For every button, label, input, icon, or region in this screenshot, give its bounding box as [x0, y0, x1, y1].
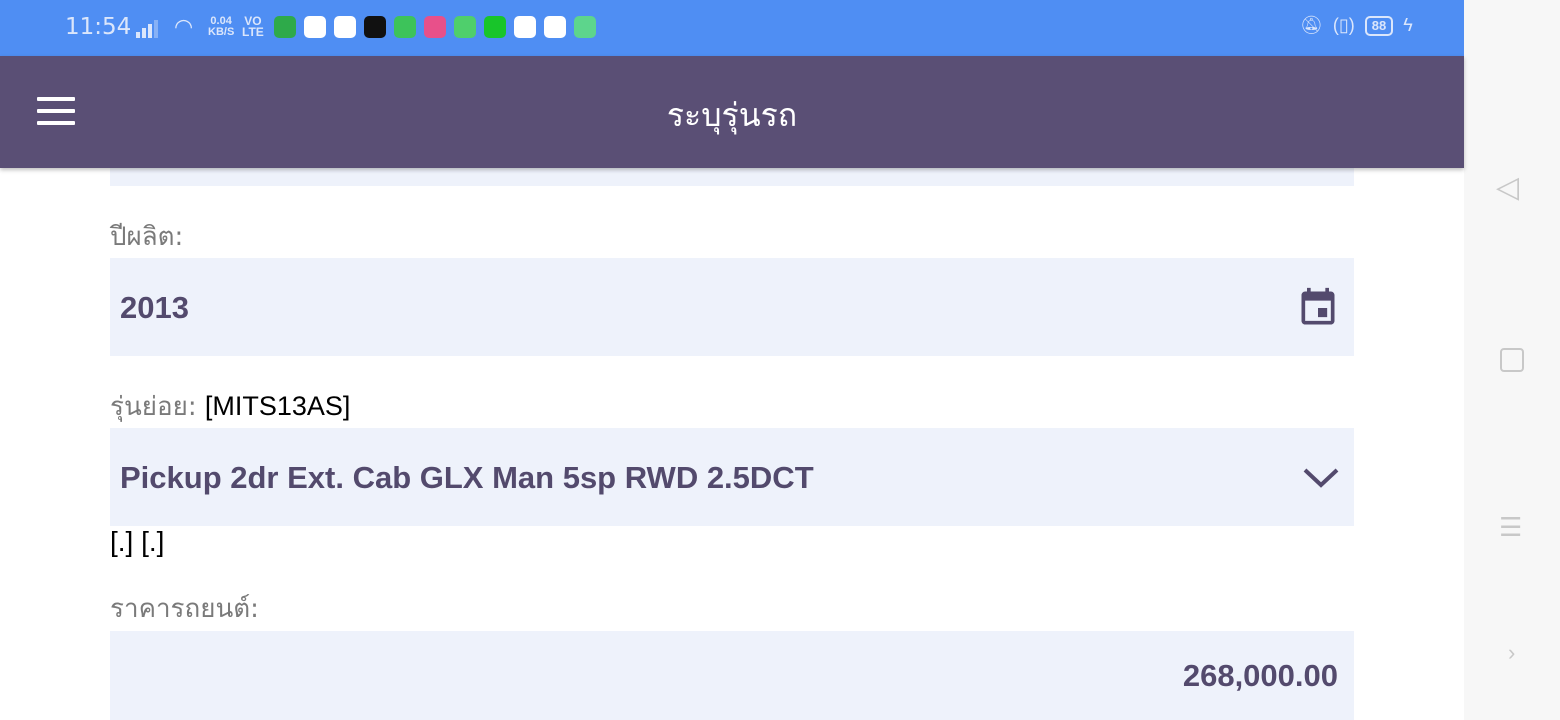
- mute-icon: 🔕︎: [1300, 15, 1323, 35]
- vibrate-icon: (▯): [1332, 15, 1355, 35]
- pink-app-icon: [424, 16, 446, 38]
- app-bar: ระบุรุ่นรถ: [0, 56, 1464, 168]
- volte-indicator: VO LTE: [242, 14, 264, 39]
- signal-icon: [136, 18, 158, 38]
- page-title: ระบุรุ่นรถ: [666, 96, 798, 134]
- battery-icon: 88: [1364, 15, 1394, 36]
- price-value: 268,000.00: [1182, 658, 1338, 693]
- chevron-down-icon[interactable]: [1302, 460, 1340, 494]
- browser-icon: [334, 16, 356, 38]
- wifi-icon: ◠: [174, 14, 194, 39]
- form-content[interactable]: ปีผลิต: 2013 รุ่นย่อย: [MITS13AS] Pickup…: [0, 168, 1464, 720]
- tiktok-icon: [364, 16, 386, 38]
- back-icon[interactable]: ◁: [1496, 171, 1520, 204]
- expand-icon[interactable]: ›: [1508, 640, 1516, 665]
- submodel-value: Pickup 2dr Ext. Cab GLX Man 5sp RWD 2.5D…: [120, 460, 814, 495]
- status-bar: 11:54 ◠ 0.04 KB/S VO LTE 🔕︎ (▯) 88 ϟ: [0, 0, 1464, 56]
- year-field[interactable]: 2013: [110, 258, 1354, 356]
- submodel-label: รุ่นย่อย: [MITS13AS]: [110, 391, 351, 422]
- line-icon: [394, 16, 416, 38]
- year-label: ปีผลิต:: [110, 222, 184, 252]
- previous-field[interactable]: [110, 168, 1354, 186]
- clock: 11:54: [65, 14, 132, 40]
- net-speed: 0.04 KB/S: [208, 15, 235, 38]
- calendar-icon[interactable]: [1296, 286, 1340, 330]
- extra-info: [.] [.]: [110, 526, 165, 557]
- charging-icon: ϟ: [1403, 15, 1413, 35]
- submodel-select[interactable]: Pickup 2dr Ext. Cab GLX Man 5sp RWD 2.5D…: [110, 428, 1354, 526]
- system-nav-bar: ◁ ☰ ›: [1464, 0, 1560, 720]
- recents-icon[interactable]: ☰: [1499, 512, 1523, 542]
- home-icon[interactable]: [1500, 348, 1524, 372]
- shopping-app-icon: [274, 16, 296, 38]
- submodel-code: [MITS13AS]: [204, 391, 351, 421]
- news-app-icon: [544, 16, 566, 38]
- notification-icons: [274, 16, 596, 38]
- price-label: ราคารถยนต์:: [110, 594, 259, 624]
- iqiyi-icon: [484, 16, 506, 38]
- price-field[interactable]: 268,000.00: [110, 631, 1354, 720]
- photos-icon: [304, 16, 326, 38]
- year-value: 2013: [120, 290, 189, 325]
- chrome-icon: [514, 16, 536, 38]
- teal-app-icon: [574, 16, 596, 38]
- shield-app-icon: [454, 16, 476, 38]
- menu-icon[interactable]: [37, 97, 75, 125]
